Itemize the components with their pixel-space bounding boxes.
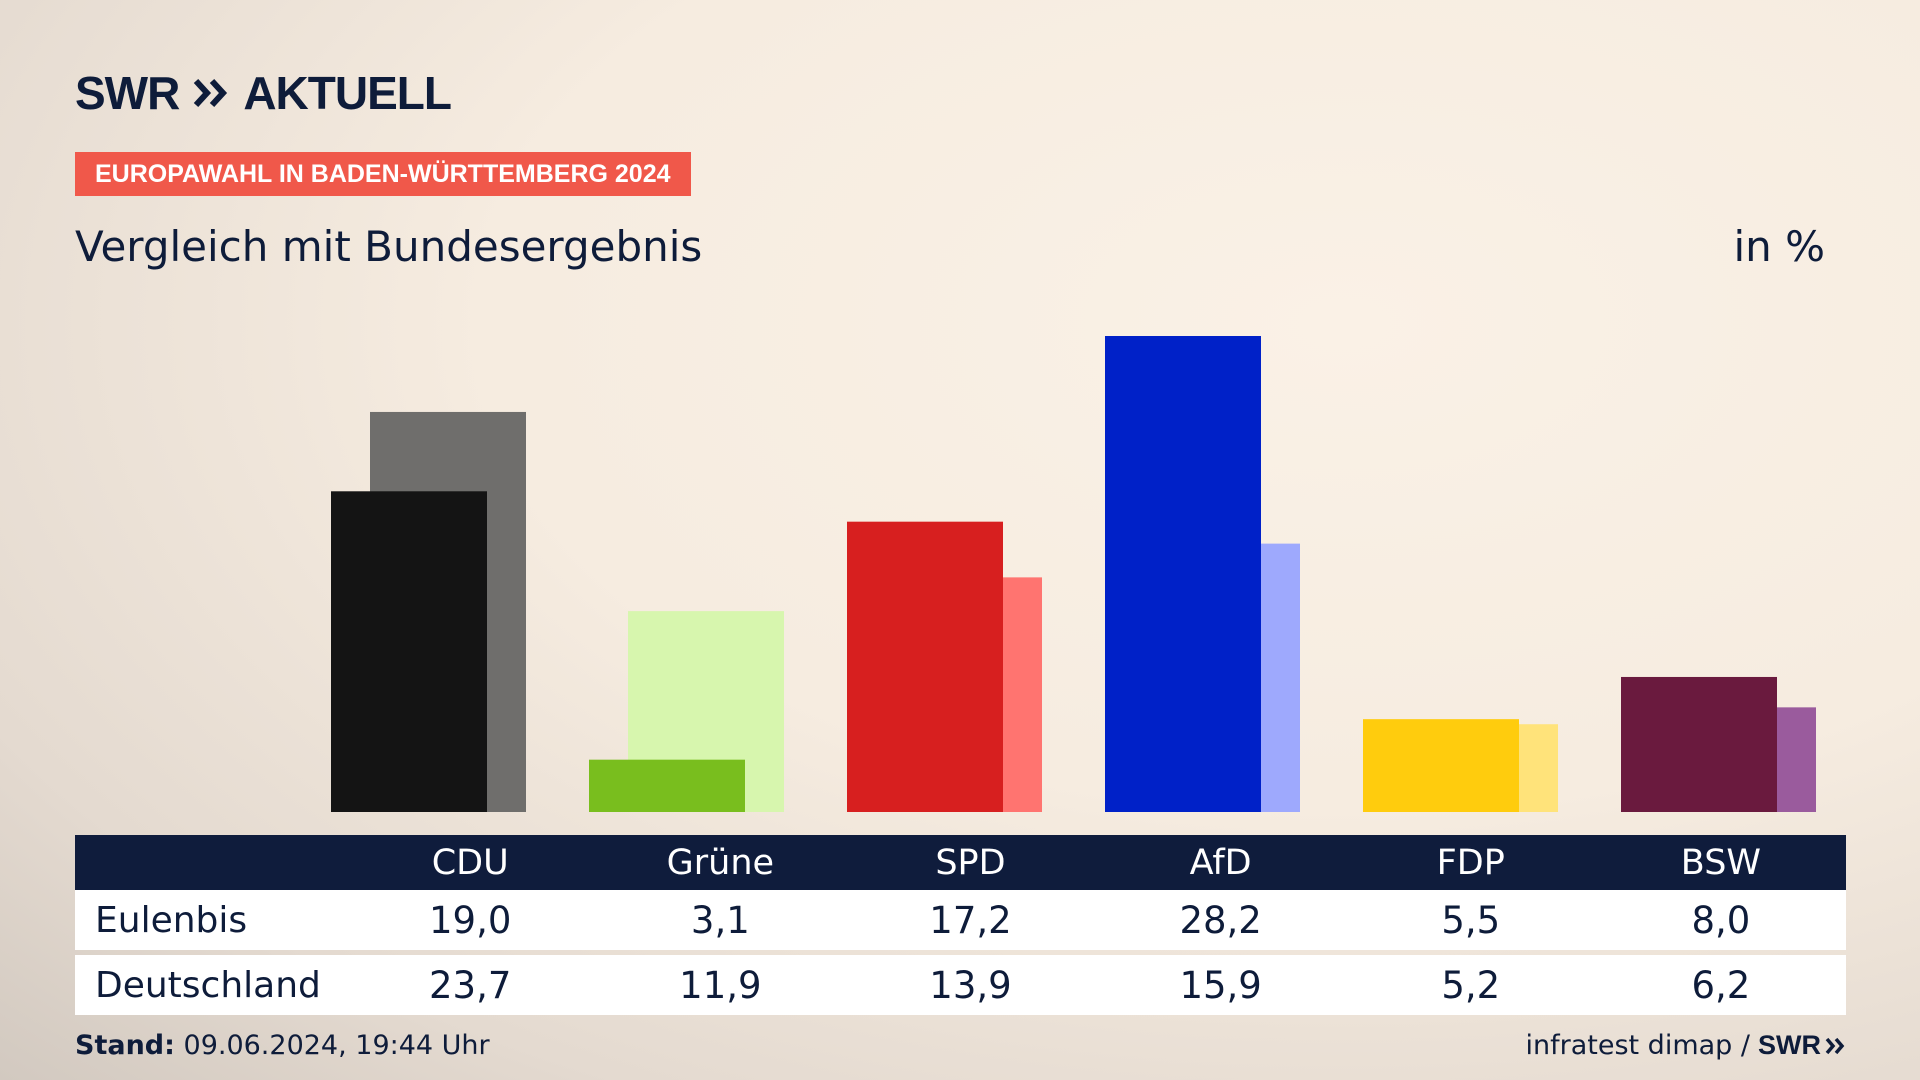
unit-label: in %: [1733, 222, 1825, 271]
bar-chart: [331, 336, 1816, 812]
source-text: infratest dimap /: [1525, 1030, 1750, 1061]
table-cell: 11,9: [679, 963, 762, 1007]
table-cell: 8,0: [1691, 898, 1751, 942]
table-header-row: CDU Grüne SPD AfD FDP BSW: [75, 835, 1846, 890]
table-cell: 5,2: [1441, 963, 1501, 1007]
kicker-label: EUROPAWAHL IN BADEN-WÜRTTEMBERG 2024: [75, 152, 691, 196]
party-header-afd: AfD: [1189, 842, 1252, 883]
results-table: CDU Grüne SPD AfD FDP BSW Eulenbis 19,0 3,1 1…: [75, 835, 1846, 1015]
table-cell: 28,2: [1179, 898, 1262, 942]
table-row: Deutschland 23,7 11,9 13,9 15,9 5,2 6,2: [75, 955, 1846, 1015]
double-chevron-icon: [1825, 1037, 1845, 1054]
table-cell: 23,7: [429, 963, 512, 1007]
row-label: Deutschland: [95, 964, 321, 1006]
party-header-grüne: Grüne: [666, 842, 775, 883]
double-chevron-icon: [194, 78, 228, 108]
swr-small-logo: SWR: [1758, 1030, 1845, 1061]
bar-eulenbis-spd: [847, 521, 1003, 812]
chart-subtitle: Vergleich mit Bundesergebnis: [75, 222, 703, 271]
table-cell: 3,1: [690, 898, 750, 942]
bar-eulenbis-fdp: [1363, 719, 1519, 812]
table-cell: 15,9: [1179, 963, 1262, 1007]
table-cell: 5,5: [1441, 898, 1501, 942]
table-cell: 19,0: [429, 898, 512, 942]
bar-eulenbis-grüne: [589, 759, 745, 812]
logo-swr-text: SWR: [75, 67, 180, 119]
party-header-spd: SPD: [935, 842, 1006, 883]
table-cell: 6,2: [1691, 963, 1751, 1007]
bar-eulenbis-bsw: [1621, 676, 1777, 812]
swr-aktuell-logo: SWR AKTUELL: [75, 67, 452, 119]
footer-source: infratest dimap / SWR: [1525, 1030, 1845, 1061]
table-cell: 17,2: [929, 898, 1012, 942]
row-label: Eulenbis: [95, 899, 248, 941]
small-logo-text: SWR: [1758, 1030, 1821, 1060]
bar-eulenbis-afd: [1105, 336, 1261, 812]
bar-eulenbis-cdu: [331, 491, 487, 812]
party-header-cdu: CDU: [431, 842, 509, 883]
stand-label: Stand:: [75, 1030, 175, 1061]
stand-value: 09.06.2024, 19:44 Uhr: [183, 1030, 490, 1061]
party-header-bsw: BSW: [1680, 842, 1762, 883]
table-cell: 13,9: [929, 963, 1012, 1007]
footer-stand: Stand: 09.06.2024, 19:44 Uhr: [75, 1030, 490, 1061]
party-header-fdp: FDP: [1436, 842, 1505, 883]
table-row: Eulenbis 19,0 3,1 17,2 28,2 5,5 8,0: [75, 890, 1846, 950]
logo-aktuell-text: AKTUELL: [243, 67, 452, 119]
